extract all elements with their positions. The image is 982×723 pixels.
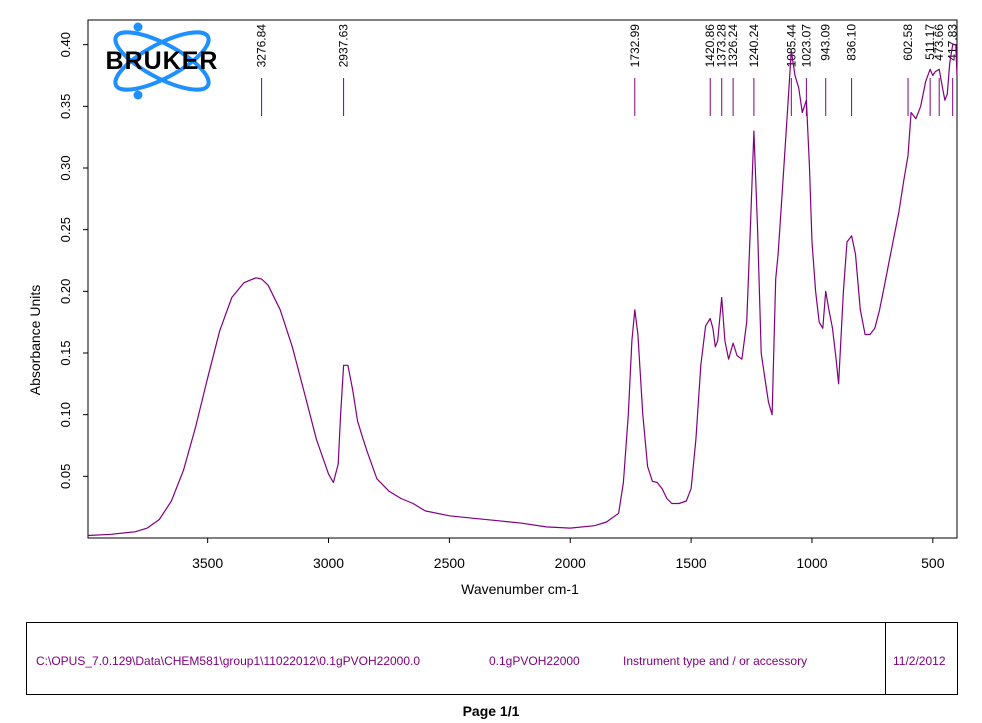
- peak-label: 2937.63: [337, 24, 351, 68]
- logo-dot-2: [133, 90, 143, 100]
- logo-dot-1: [133, 22, 143, 32]
- x-tick-label: 2500: [434, 555, 465, 571]
- x-tick-label: 2000: [555, 555, 586, 571]
- x-tick-label: 3500: [192, 555, 223, 571]
- x-axis: 3500 3000 2500 2000 1500 1000 500: [192, 538, 945, 571]
- footer-divider: [885, 623, 886, 694]
- y-axis-label: Absorbance Units: [27, 285, 43, 396]
- y-tick-label: 0.25: [58, 217, 73, 242]
- peak-label: 1240.24: [747, 24, 761, 68]
- peak-label: 602.58: [901, 24, 915, 61]
- peak-label: 473.66: [932, 24, 946, 61]
- y-tick-label: 0.20: [58, 279, 73, 304]
- file-path: C:\OPUS_7.0.129\Data\CHEM581\group1\1102…: [36, 654, 421, 668]
- spectrum-trace: [87, 44, 958, 537]
- peak-label: 943.09: [819, 24, 833, 61]
- y-tick-label: 0.30: [58, 155, 73, 180]
- x-tick-label: 3000: [313, 555, 344, 571]
- x-tick-label: 1000: [796, 555, 827, 571]
- peak-label: 1420.86: [703, 24, 717, 68]
- measurement-date: 11/2/2012: [893, 654, 946, 668]
- plot-frame: [87, 19, 958, 539]
- y-tick-label: 0.15: [58, 340, 73, 365]
- y-tick-label: 0.10: [58, 402, 73, 427]
- y-tick-label: 0.05: [58, 464, 73, 489]
- peak-label: 511.17: [923, 24, 937, 60]
- peak-label: 1326.24: [726, 24, 740, 68]
- peak-annotations: 3276.84 2937.63 1732.99 1420.861373.281326.…: [255, 24, 960, 116]
- peak-label: 1373.28: [715, 24, 729, 68]
- peak-label: 836.10: [845, 24, 859, 61]
- peak-label: 1732.99: [628, 24, 642, 68]
- y-tick-label: 0.35: [58, 94, 73, 119]
- page-number: Page 1/1: [462, 703, 520, 719]
- x-axis-label: Wavenumber cm-1: [461, 581, 579, 597]
- spectrum-chart: BRUKER 3276.84 2937.63 1732.99 1420.861373.…: [27, 19, 960, 597]
- y-tick-label: 0.40: [58, 32, 73, 57]
- peak-label: 1085.44: [784, 24, 798, 68]
- logo-orbit-1: [113, 30, 211, 92]
- x-tick-label: 500: [921, 555, 945, 571]
- footer-info-box: C:\OPUS_7.0.129\Data\CHEM581\group1\1102…: [26, 622, 958, 695]
- sample-name: 0.1gPVOH22000: [489, 654, 580, 668]
- logo-text: BRUKER: [106, 47, 219, 75]
- instrument-description: Instrument type and / or accessory: [623, 654, 808, 668]
- peak-label: 3276.84: [255, 24, 269, 68]
- x-tick-label: 1500: [676, 555, 707, 571]
- y-axis: 0.05 0.10 0.15 0.20 0.25 0.30 0.35 0.40: [58, 32, 88, 489]
- logo-orbit-2: [113, 30, 211, 92]
- peak-label: 1023.07: [799, 24, 813, 68]
- bruker-logo: BRUKER: [106, 22, 219, 100]
- peak-label: 417.83: [946, 24, 960, 61]
